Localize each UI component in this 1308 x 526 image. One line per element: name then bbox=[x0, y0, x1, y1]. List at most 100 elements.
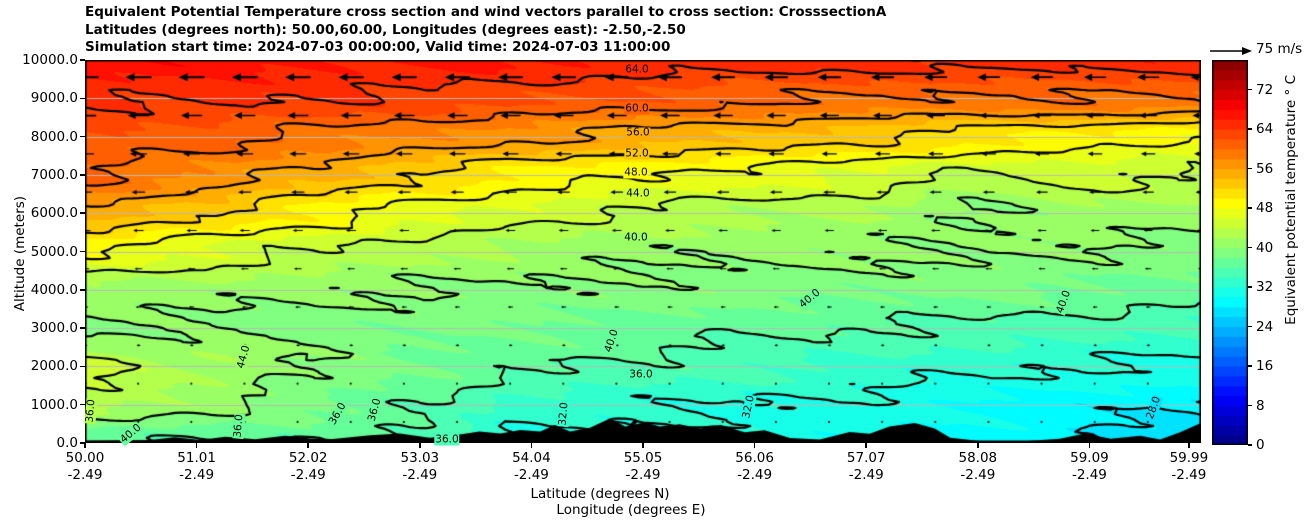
x-tick-label-lon: -2.49 bbox=[960, 467, 996, 483]
x-tick-label-lat: 52.02 bbox=[288, 450, 328, 466]
x-tick-label-lon: -2.49 bbox=[625, 467, 661, 483]
x-tick-label-lat: 59.99 bbox=[1169, 450, 1209, 466]
contour-label: 36.0 bbox=[434, 433, 460, 446]
colorbar-tick-label: 16 bbox=[1256, 358, 1274, 375]
contour-label: 32.0 bbox=[556, 400, 571, 428]
y-tick-mark bbox=[80, 365, 85, 368]
x-tick-label-lat: 51.01 bbox=[177, 450, 216, 466]
contour-label: 56.0 bbox=[625, 126, 651, 139]
colorbar-tick-label: 40 bbox=[1256, 239, 1274, 256]
colorbar-tick-label: 72 bbox=[1256, 81, 1274, 98]
colorbar-tick-label: 24 bbox=[1256, 318, 1274, 335]
y-tick-label: 0.0 bbox=[56, 435, 78, 451]
colorbar-tick-label: 48 bbox=[1256, 200, 1274, 217]
chart-title: Equivalent Potential Temperature cross s… bbox=[85, 4, 886, 57]
x-tick-label-lat: 59.09 bbox=[1070, 450, 1109, 466]
y-tick-mark bbox=[80, 403, 85, 406]
y-tick-label: 5000.0 bbox=[30, 243, 78, 260]
x-tick-mark bbox=[1088, 443, 1091, 448]
colorbar-tick-label: 32 bbox=[1256, 279, 1274, 296]
wind-reference-label: 75 m/s bbox=[1256, 41, 1303, 57]
wind-reference-arrow bbox=[1210, 47, 1252, 55]
y-tick-label: 7000.0 bbox=[30, 166, 78, 183]
x-tick-mark bbox=[419, 443, 421, 448]
contour-label: 60.0 bbox=[624, 102, 650, 115]
x-tick-label-lat: 50.00 bbox=[65, 450, 105, 466]
x-tick-mark bbox=[642, 443, 644, 448]
title-line-1: Equivalent Potential Temperature cross s… bbox=[85, 4, 887, 20]
x-tick-label-lon: -2.49 bbox=[848, 467, 884, 483]
x-tick-label-lat: 55.05 bbox=[623, 450, 663, 466]
x-tick-label-lon: -2.49 bbox=[290, 467, 326, 483]
contour-label: 52.0 bbox=[624, 147, 650, 160]
y-tick-label: 3000.0 bbox=[30, 320, 78, 337]
x-tick-mark bbox=[753, 443, 756, 448]
colorbar-tick-mark bbox=[1248, 365, 1252, 367]
colorbar-tick-mark bbox=[1248, 207, 1252, 209]
colorbar-tick-mark bbox=[1248, 246, 1252, 249]
y-tick-mark bbox=[80, 174, 85, 176]
colorbar-label: Equivalent potential temperature ° C bbox=[1283, 75, 1299, 325]
colorbar-tick-label: 56 bbox=[1256, 160, 1274, 177]
colorbar-canvas bbox=[1212, 60, 1248, 445]
contour-label: 36.0 bbox=[628, 368, 654, 381]
colorbar-tick-label: 64 bbox=[1256, 121, 1274, 138]
y-tick-label: 8000.0 bbox=[30, 128, 78, 145]
x-tick-label-lon: -2.49 bbox=[179, 467, 215, 483]
colorbar-tick-label: 0 bbox=[1256, 437, 1265, 453]
colorbar-tick-mark bbox=[1248, 444, 1252, 446]
colorbar-tick-mark bbox=[1248, 88, 1252, 91]
y-tick-mark bbox=[80, 442, 85, 444]
x-tick-label-lat: 56.06 bbox=[735, 450, 774, 466]
y-axis-label: Altitude (meters) bbox=[12, 196, 28, 312]
title-line-3: Simulation start time: 2024-07-03 00:00:… bbox=[85, 39, 671, 55]
colorbar-tick-mark bbox=[1248, 286, 1252, 288]
x-tick-label-lon: -2.49 bbox=[402, 467, 438, 483]
y-tick-label: 6000.0 bbox=[30, 205, 78, 222]
contour-label: 36.0 bbox=[83, 397, 98, 425]
colorbar-tick-mark bbox=[1248, 404, 1252, 407]
y-tick-mark bbox=[80, 135, 85, 138]
y-tick-label: 10000.0 bbox=[22, 52, 78, 68]
colorbar-tick-mark bbox=[1248, 325, 1252, 328]
x-tick-label-lat: 53.03 bbox=[400, 450, 440, 466]
x-tick-mark bbox=[1188, 443, 1190, 448]
contour-label: 64.0 bbox=[624, 63, 650, 76]
y-tick-mark bbox=[80, 97, 85, 100]
x-tick-mark bbox=[195, 443, 198, 448]
y-tick-label: 9000.0 bbox=[30, 90, 78, 107]
title-line-2: Latitudes (degrees north): 50.00,60.00, … bbox=[85, 21, 686, 38]
x-tick-mark bbox=[865, 443, 867, 448]
y-tick-mark bbox=[80, 212, 85, 214]
y-tick-label: 1000.0 bbox=[30, 396, 78, 413]
x-tick-label-lon: -2.49 bbox=[1071, 467, 1107, 483]
x-tick-label-lat: 57.07 bbox=[846, 450, 886, 466]
x-tick-label-lon: -2.49 bbox=[513, 467, 549, 483]
y-tick-mark bbox=[80, 327, 85, 329]
contour-label: 44.0 bbox=[625, 187, 651, 200]
contour-label: 36.0 bbox=[231, 412, 246, 440]
colorbar-tick-mark bbox=[1248, 167, 1252, 170]
y-tick-label: 4000.0 bbox=[30, 281, 78, 298]
contour-label: 48.0 bbox=[623, 166, 649, 179]
colorbar-tick-mark bbox=[1248, 128, 1252, 130]
contour-label: 40.0 bbox=[623, 231, 649, 244]
y-tick-mark bbox=[80, 289, 85, 291]
x-axis-label-latitude: Latitude (degrees N) bbox=[530, 486, 670, 502]
y-tick-mark bbox=[80, 59, 85, 61]
x-tick-label-lon: -2.49 bbox=[67, 467, 103, 483]
x-tick-label-lon: -2.49 bbox=[737, 467, 773, 483]
x-tick-label-lat: 58.08 bbox=[958, 450, 998, 466]
plot-canvas bbox=[85, 60, 1201, 443]
x-axis-label-longitude: Longitude (degrees E) bbox=[556, 502, 706, 518]
y-tick-label: 2000.0 bbox=[30, 358, 78, 375]
colorbar-tick-label: 8 bbox=[1256, 397, 1265, 414]
x-tick-label-lon: -2.49 bbox=[1171, 467, 1207, 483]
x-tick-mark bbox=[84, 443, 86, 448]
x-tick-mark bbox=[530, 443, 533, 448]
x-tick-mark bbox=[977, 443, 979, 448]
x-tick-label-lat: 54.04 bbox=[512, 450, 551, 466]
y-tick-mark bbox=[80, 250, 85, 253]
x-tick-mark bbox=[307, 443, 309, 448]
